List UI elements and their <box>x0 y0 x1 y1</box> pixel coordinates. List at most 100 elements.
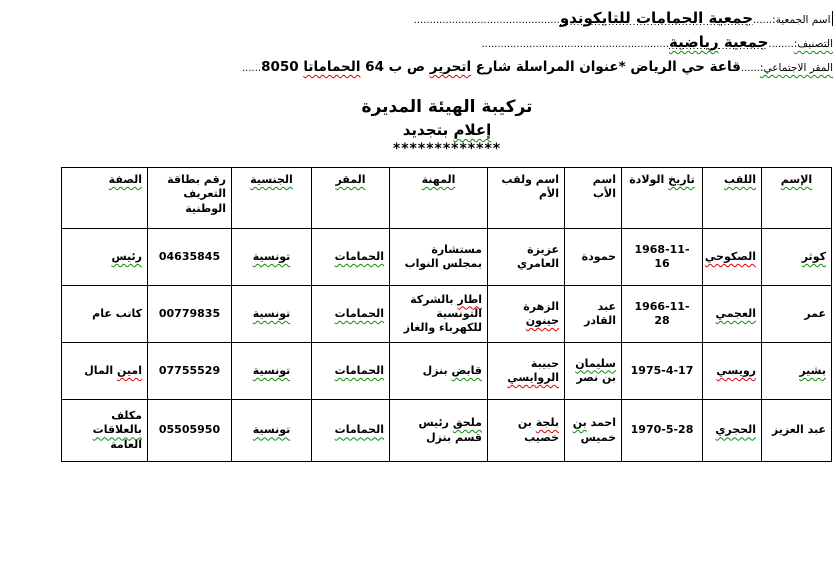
text-segment: بن نصر <box>576 371 616 384</box>
text-segment: العامة <box>110 437 142 451</box>
text-segment: ملحق <box>452 416 482 430</box>
text-segment: 8050 <box>261 59 304 75</box>
text-segment: المقر الاجتماعي: <box>759 62 833 74</box>
column-header-birth_date: تاريخ الولادة <box>621 167 703 229</box>
cell-surname: الصكوحي <box>702 228 762 286</box>
text-segment: اسم الأب <box>592 173 616 201</box>
cell-surname: العجمي <box>702 285 762 343</box>
text-segment: قابض <box>451 363 482 377</box>
column-header-father_name: اسم الأب <box>564 167 622 229</box>
table-row: كوثر الصكوحي 1968-11-16 حمودة عزيزة العامري م… <box>61 228 832 286</box>
table-row: عبد العزيز الحجري 1970-5-28 احمد بن خميس بلج… <box>61 399 832 462</box>
board-members-table: الإسم اللقب تاريخ الولادة اسم الأب اسم ولقب … <box>61 167 832 462</box>
text-segment: الجنسية <box>250 173 293 186</box>
cell-profession: مستشارة بمجلس النواب <box>389 228 488 286</box>
text-segment: رويسي <box>716 363 756 377</box>
cell-mother_name: حبيبة الروايسي <box>487 342 565 400</box>
text-segment: تونسية <box>252 306 291 320</box>
column-header-profession: المهنة <box>389 167 488 229</box>
cell-mother_name: الزهرة جينون <box>487 285 565 343</box>
text-segment: اسم ولقب الأم <box>501 173 559 201</box>
text-segment: بشير <box>799 363 826 377</box>
text-segment: رئيس <box>111 249 142 263</box>
cell-name: كوثر <box>761 228 832 286</box>
text-segment: 1975-4-17 <box>630 363 694 377</box>
cell-surname: رويسي <box>702 342 762 400</box>
text-segment: الحجري <box>715 423 756 437</box>
text-segment: بنزل <box>422 363 452 377</box>
cell-profession: قابض بنزل <box>389 342 488 400</box>
text-segment: عبد العزيز <box>771 423 826 437</box>
text-segment: 1968-11-16 <box>634 242 690 270</box>
cell-nationality: تونسية <box>231 342 312 400</box>
text-segment: ...... <box>241 63 262 74</box>
cell-residence: الحمامات <box>311 285 390 343</box>
text-segment: حمودة <box>581 249 616 263</box>
text-segment: الحمامات <box>334 363 384 377</box>
text-segment: المال <box>84 363 118 377</box>
cell-id_number: 04635845 <box>147 228 232 286</box>
cell-father_name: سليمان بن نصر <box>564 342 622 400</box>
cell-birth_date: 1968-11-16 <box>621 228 703 286</box>
text-segment: بالعلاقات <box>92 423 142 437</box>
cell-profession: ملحق رئيس قسم بنزل <box>389 399 488 462</box>
column-header-surname: اللقب <box>702 167 762 229</box>
text-segment: رئيس قسم بنزل <box>418 416 483 444</box>
text-segment: مكلف <box>111 409 142 423</box>
text-segment: اطار <box>457 292 482 306</box>
text-segment: جينون <box>525 314 559 327</box>
text-segment: جمعية الحمامات للتايكوندو <box>559 9 754 27</box>
text-segment: العجمي <box>715 306 756 320</box>
cell-id_number: 07755529 <box>147 342 232 400</box>
text-segment: عمر <box>804 306 826 320</box>
cell-role: امين المال <box>61 342 148 400</box>
cell-role: رئيس <box>61 228 148 286</box>
table-row: بشير رويسي 1975-4-17 سليمان بن نصر حبيبة الر… <box>61 342 832 400</box>
text-segment: كاتب عام <box>92 306 142 320</box>
text-segment: إعلام <box>453 121 492 139</box>
text-segment: الإسم <box>780 173 813 186</box>
column-header-residence: المقر <box>311 167 390 229</box>
text-segment: ........................................… <box>481 39 670 50</box>
column-header-id_number: رقم بطاقة التعريف الوطنية <box>147 167 232 229</box>
cell-mother_name: بلجة بن خصيب <box>487 399 565 462</box>
text-segment: تونسية <box>252 249 291 263</box>
text-segment: ص ب 64 <box>360 59 430 75</box>
text-segment: بن <box>572 416 587 430</box>
text-segment: جمعية <box>718 33 769 51</box>
cell-id_number: 00779835 <box>147 285 232 343</box>
text-segment: 1970-5-28 <box>630 423 694 437</box>
cell-name: عمر <box>761 285 832 343</box>
text-segment: سليمان <box>575 356 616 370</box>
text-segment: ...... <box>740 63 760 74</box>
cell-nationality: تونسية <box>231 228 312 286</box>
document-title-block: تركيبة الهيئة المديرة إعلام بتجديد *****… <box>62 95 832 157</box>
cell-residence: الحمامات <box>311 342 390 400</box>
headquarters-line[interactable]: المقر الاجتماعي:......قاعة حي الرياض *عن… <box>0 55 833 79</box>
text-segment: 07755529 <box>158 363 221 377</box>
column-header-name: الإسم <box>761 167 832 229</box>
text-segment: ........................................… <box>413 15 560 26</box>
column-header-role: الصفة <box>61 167 148 229</box>
text-segment: ...... <box>753 15 773 26</box>
text-segment: المقر <box>335 173 366 186</box>
classification-line[interactable]: التصنيف:........جمعية رياضية............… <box>0 31 833 55</box>
text-segment: مستشارة بمجلس النواب <box>404 242 482 270</box>
text-segment: 05505950 <box>158 423 221 437</box>
text-segment: 00779835 <box>158 306 221 320</box>
text-segment: اتحرير <box>429 59 472 75</box>
text-segment: خميس <box>580 430 616 444</box>
text-segment: رقم بطاقة التعريف الوطنية <box>167 173 226 215</box>
cell-name: بشير <box>761 342 832 400</box>
text-segment: ........ <box>768 39 794 50</box>
text-segment: تونسية <box>252 423 291 437</box>
association-name-line[interactable]: اسم الجمعية:......جمعية الحمامات للتايكو… <box>0 7 833 31</box>
column-header-mother_name: اسم ولقب الأم <box>487 167 565 229</box>
cell-birth_date: 1966-11-28 <box>621 285 703 343</box>
cell-father_name: عبد القادر <box>564 285 622 343</box>
text-segment: اللقب <box>724 173 756 186</box>
page-subtitle: إعلام بتجديد <box>62 119 832 141</box>
text-segment: الصكوحي <box>704 249 756 263</box>
text-segment: المهنة <box>421 173 456 186</box>
